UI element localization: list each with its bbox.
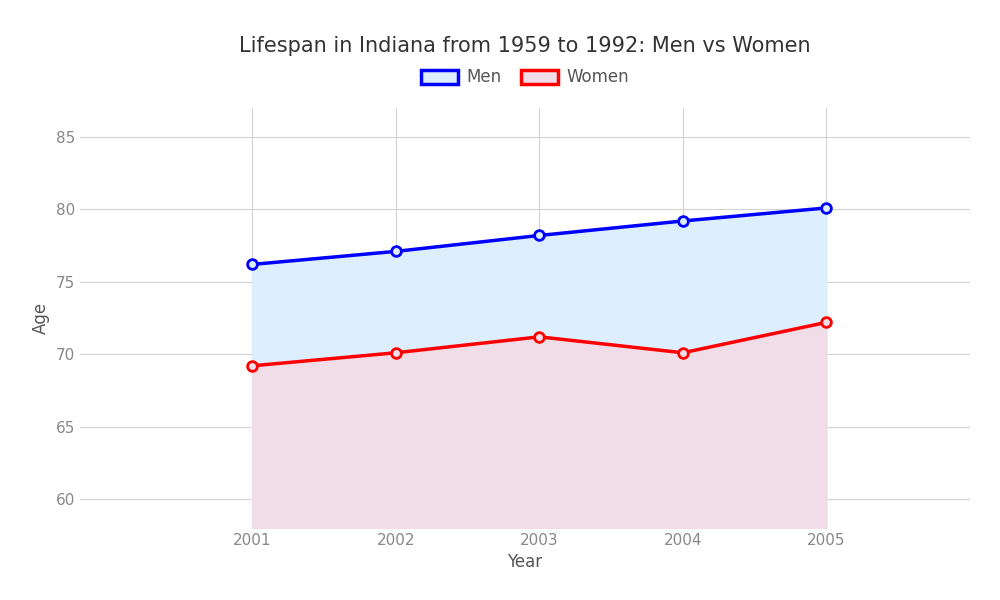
X-axis label: Year: Year [507,553,543,571]
Y-axis label: Age: Age [32,302,50,334]
Legend: Men, Women: Men, Women [414,62,636,93]
Title: Lifespan in Indiana from 1959 to 1992: Men vs Women: Lifespan in Indiana from 1959 to 1992: M… [239,37,811,56]
